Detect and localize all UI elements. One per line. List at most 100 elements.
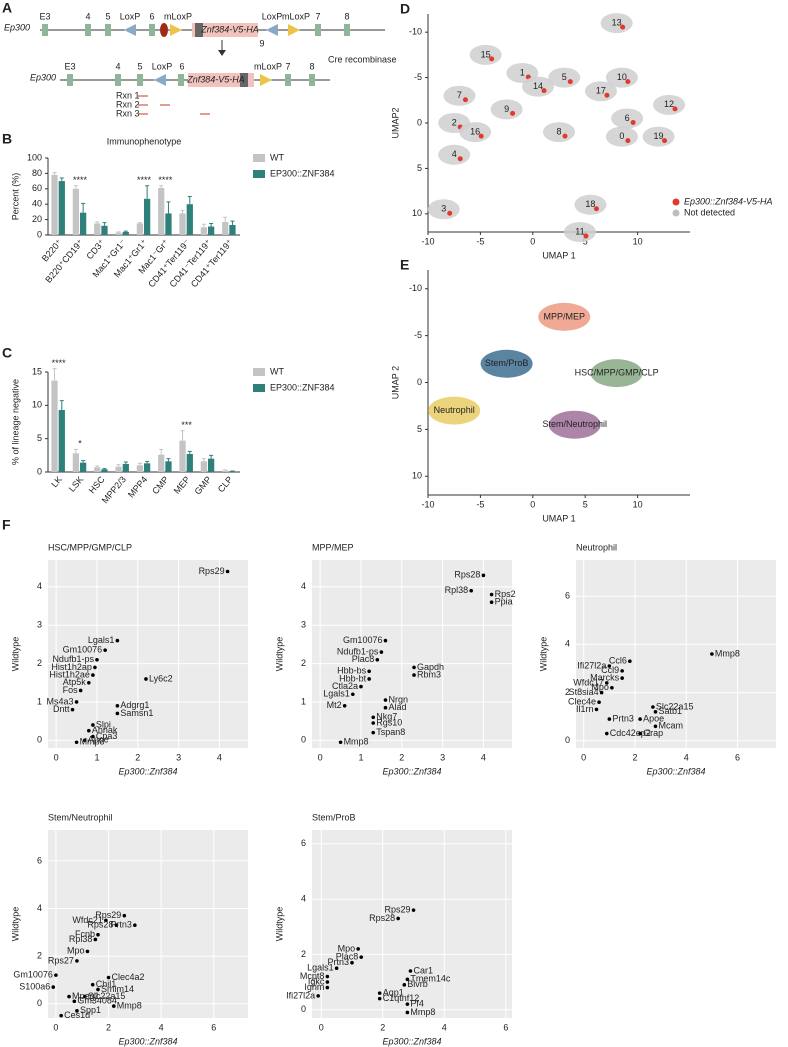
legend-label: Ep300::Znf384-V5-HA xyxy=(684,196,773,206)
x-tick-label: 1 xyxy=(94,752,99,762)
axes xyxy=(427,270,690,496)
gene-label: Rgs10 xyxy=(376,717,402,727)
y-tick-label: 6 xyxy=(565,591,570,601)
error-bar xyxy=(102,468,107,470)
gene-label: Prtn3 xyxy=(327,957,349,967)
gene-label: Chil1 xyxy=(96,979,117,989)
panel-letter: F xyxy=(2,517,11,533)
x-tick-label: LSK xyxy=(67,474,86,493)
gene-point xyxy=(91,723,95,727)
gene-label: Clec4e xyxy=(568,697,596,707)
bar xyxy=(222,470,229,472)
gene-label: Rbm3 xyxy=(417,669,441,679)
bar xyxy=(165,213,172,235)
error-bar xyxy=(166,458,171,462)
bar xyxy=(80,212,87,235)
bar xyxy=(101,225,108,235)
gene-label: Rpl38 xyxy=(69,934,93,944)
detected-cells xyxy=(567,79,573,85)
gene-point xyxy=(405,1010,410,1015)
label: 4 xyxy=(85,11,90,21)
cluster-label: Neutrophil xyxy=(434,405,475,415)
label: 4 xyxy=(115,61,120,71)
gene-label: Igkc xyxy=(308,976,325,986)
y-axis-title: Wildtype xyxy=(274,907,284,942)
bar xyxy=(80,462,87,472)
gene-point xyxy=(597,700,601,705)
exon xyxy=(309,74,315,86)
gene-point xyxy=(377,996,382,1001)
y-tick-label: 1 xyxy=(301,696,306,706)
gene-label: Nrgn xyxy=(388,694,408,704)
gene-point xyxy=(638,717,642,721)
y-tick-label: 0 xyxy=(417,377,422,387)
gene-label: Plac8 xyxy=(336,952,359,962)
gene-point xyxy=(54,973,58,977)
x-axis-title: Ep300::Znf384 xyxy=(382,766,441,776)
label: E3 xyxy=(64,61,75,71)
bar xyxy=(229,471,236,472)
y-tick-label: -5 xyxy=(414,330,422,340)
bar xyxy=(115,466,122,472)
gene-point xyxy=(111,1004,116,1008)
panel-a-diagram: A Ep300 E3 4 5 LoxP 6 mLoxP Znf384-V5-HA… xyxy=(2,0,397,118)
exon xyxy=(285,74,291,86)
y-tick-label: 2 xyxy=(301,949,306,959)
gene-point xyxy=(481,573,486,578)
chart-title: Stem/ProB xyxy=(312,812,356,822)
gene-label: Grap xyxy=(643,728,663,738)
bar xyxy=(200,227,207,235)
cluster-label: 18 xyxy=(585,199,595,209)
gene-point xyxy=(87,680,91,685)
gene-label: Car1 xyxy=(413,965,433,975)
legend-label: EP300::ZNF384 xyxy=(270,382,335,392)
gene-label: Marcks xyxy=(590,672,619,682)
cluster xyxy=(428,396,481,425)
gene-label: Hbb-bs xyxy=(337,666,367,676)
gene-label: Rpl38 xyxy=(445,585,469,595)
gene-label: Rps28 xyxy=(369,913,395,923)
gene-label: Cdc42ep2 xyxy=(610,728,651,738)
detected-cells xyxy=(625,138,631,144)
cluster-label: 15 xyxy=(481,49,491,59)
gene-label: Il1rn xyxy=(576,704,594,714)
gene-point xyxy=(115,711,120,716)
x-tick-label: 0 xyxy=(318,752,323,762)
gene-label: Alad xyxy=(388,702,406,712)
significance: * xyxy=(78,439,82,449)
primer-label: Rxn 1 xyxy=(116,90,140,100)
detected-cells xyxy=(593,206,599,212)
gene-point xyxy=(59,1013,63,1018)
gene-label: Blvrb xyxy=(407,979,428,989)
exon xyxy=(67,74,73,86)
gene-label: Prtn3 xyxy=(110,920,132,930)
gene-point xyxy=(338,740,343,745)
gene-label: Adgrg1 xyxy=(120,700,149,710)
mloxp xyxy=(288,24,300,36)
x-tick-label: 0 xyxy=(54,752,59,762)
gene-label: Mpo xyxy=(591,682,609,692)
x-tick-label: 1 xyxy=(358,752,363,762)
cluster-label: 5 xyxy=(562,72,567,82)
cluster-label: 14 xyxy=(533,81,543,91)
y-tick-label: 60 xyxy=(32,183,42,193)
exon xyxy=(344,24,350,36)
gene-point xyxy=(82,738,87,743)
gene-label: Hist1h2ap xyxy=(51,662,92,672)
cluster-label: 19 xyxy=(654,131,664,141)
arrow-head xyxy=(218,50,226,56)
gene-label: Tspan8 xyxy=(376,727,405,737)
gene-point xyxy=(95,657,99,662)
y-tick-label: 0 xyxy=(417,117,422,127)
y-tick-label: 2 xyxy=(565,687,570,697)
mloxp xyxy=(260,74,272,86)
label: 9 xyxy=(259,38,264,48)
gene-label: Ms4a3 xyxy=(47,696,74,706)
gene-label: Gapdh xyxy=(417,662,444,672)
gene-point xyxy=(651,705,655,709)
cluster-label: 9 xyxy=(504,104,509,114)
gene-label: Mmp8 xyxy=(715,648,740,658)
x-tick-label: 10 xyxy=(633,499,643,509)
exon xyxy=(137,74,143,86)
y-tick-label: 80 xyxy=(32,168,42,178)
